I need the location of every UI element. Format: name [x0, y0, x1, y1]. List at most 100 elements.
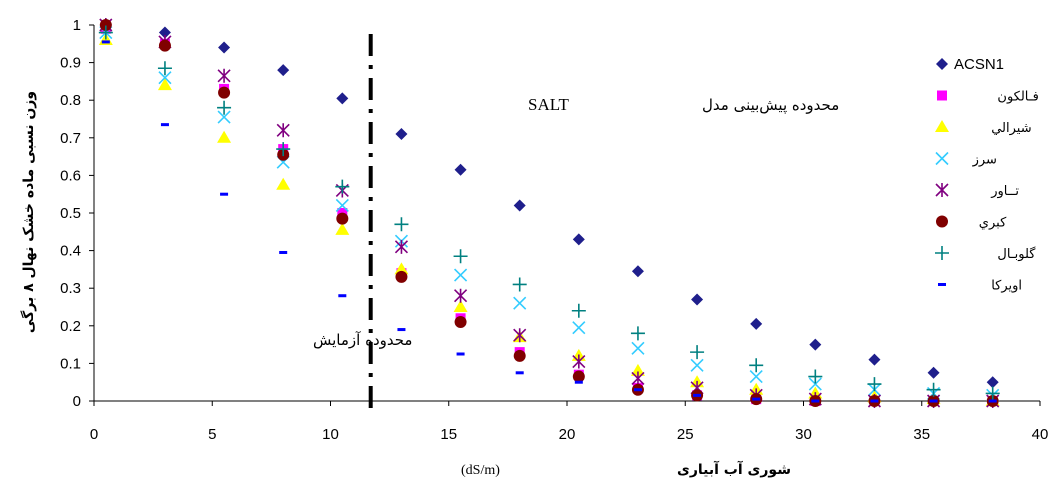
data-point-s0-1: [158, 26, 171, 39]
legend-marker-2: [935, 120, 949, 132]
data-point-s0-7: [513, 199, 526, 212]
data-point-s6-3: [276, 142, 291, 157]
data-point-s3-9: [631, 341, 645, 355]
legend-label-4: تــاور: [990, 184, 1019, 199]
y-tick-label: 0.1: [60, 355, 81, 372]
data-point-s0-10: [691, 293, 704, 306]
x-tick-label: 5: [208, 426, 216, 443]
data-point-s3-1: [158, 71, 172, 85]
data-point-s0-3: [277, 64, 290, 77]
legend-marker-4: [935, 183, 949, 197]
legend-item-6: گلوبـال: [935, 246, 1036, 262]
y-tick-label: 0.3: [60, 280, 81, 297]
x-tick-label: 15: [440, 426, 457, 443]
data-point-s4-2: [217, 68, 231, 83]
data-point-s7-7: [515, 371, 524, 375]
y-axis-label: وزن نسبی ماده خشک نهال ۸ برگی: [20, 91, 37, 333]
x-tick-label: 25: [677, 426, 694, 443]
data-point-s7-4: [338, 294, 347, 298]
legend-marker-3: [935, 151, 949, 166]
data-point-s4-3: [276, 123, 290, 138]
data-point-s6-14: [926, 382, 941, 397]
legend-label-1: فـالكون: [997, 90, 1038, 105]
data-point-s2-4: [335, 222, 350, 235]
data-point-s4-6: [454, 288, 468, 303]
x-tick-label: 0: [90, 426, 98, 443]
data-point-s7-8: [574, 380, 583, 384]
data-point-s7-14: [929, 399, 938, 403]
data-point-s3-7: [513, 296, 527, 310]
x-tick-label: 35: [913, 426, 930, 443]
data-point-s7-1: [160, 123, 169, 127]
data-point-s4-5: [394, 239, 409, 254]
y-tick-label: 0: [73, 393, 81, 410]
legend: ACSN1 فـالكون شيرالي سرز تــاور كبري گلوبـال او…: [935, 56, 1039, 294]
data-point-s5-4: [336, 212, 349, 225]
data-point-s5-1: [158, 39, 171, 52]
chart-axes: [89, 24, 1041, 406]
data-points: [98, 18, 1000, 408]
data-point-s0-9: [631, 265, 644, 278]
data-point-s0-5: [395, 128, 408, 141]
data-point-s0-11: [750, 317, 763, 330]
data-point-s2-1: [157, 78, 172, 91]
y-tick-label: 0.2: [60, 318, 81, 335]
data-point-s7-15: [988, 399, 997, 403]
model-range-annotation: محدوده پیش‌بینی مدل: [702, 96, 839, 115]
data-point-s3-10: [690, 358, 704, 372]
series-1: [100, 23, 998, 406]
data-point-s3-6: [454, 268, 468, 282]
data-point-s3-8: [572, 321, 586, 335]
data-point-s6-5: [394, 217, 409, 232]
legend-item-3: سرز: [935, 151, 997, 168]
y-tick-label: 0.4: [60, 243, 81, 260]
series-6: [98, 25, 1000, 401]
data-point-s6-1: [157, 61, 172, 76]
series-0: [99, 19, 999, 389]
data-point-s2-6: [453, 300, 468, 312]
data-point-s0-4: [336, 92, 349, 105]
data-point-s2-9: [630, 363, 645, 376]
data-point-s7-2: [220, 192, 229, 196]
x-tick-label: 10: [322, 426, 339, 443]
data-point-s5-0: [99, 19, 112, 31]
data-point-s5-5: [395, 270, 408, 283]
data-point-s0-15: [986, 376, 999, 389]
data-point-s6-0: [98, 25, 113, 40]
data-point-s7-13: [870, 399, 879, 403]
y-tick-label: 0.7: [60, 130, 81, 147]
data-point-s3-4: [335, 198, 349, 213]
data-point-s3-12: [808, 377, 822, 391]
data-point-s2-3: [276, 177, 291, 190]
data-point-s7-11: [752, 397, 761, 401]
y-tick-label: 0.5: [60, 205, 81, 222]
y-tick-label: 0.9: [60, 55, 81, 72]
data-point-s4-7: [513, 328, 527, 343]
data-point-s3-2: [217, 110, 231, 124]
series-7: [101, 40, 997, 403]
data-point-s0-12: [809, 338, 822, 351]
data-point-s0-14: [927, 366, 940, 379]
legend-item-5: كبري: [936, 215, 1007, 231]
legend-label-2: شيرالي: [991, 121, 1031, 136]
x-axis-unit: (dS/m): [461, 463, 500, 478]
data-point-s6-9: [630, 326, 645, 341]
legend-label-6: گلوبـال: [997, 246, 1036, 262]
legend-marker-0: [936, 58, 948, 70]
experiment-range-annotation: محدوده آزمایش: [313, 331, 412, 349]
data-point-s6-12: [808, 369, 823, 384]
data-point-s5-8: [572, 370, 585, 383]
x-tick-label: 20: [559, 426, 576, 443]
data-point-s0-13: [868, 353, 881, 366]
data-point-s7-9: [633, 388, 642, 392]
data-point-s2-5: [394, 262, 409, 275]
data-point-s0-2: [218, 41, 231, 54]
data-point-s7-3: [279, 250, 288, 254]
data-point-s6-6: [453, 249, 468, 264]
legend-label-7: اويركا: [991, 279, 1022, 294]
data-point-s0-6: [454, 163, 467, 176]
data-point-s6-4: [335, 179, 350, 194]
data-point-s2-2: [217, 130, 232, 143]
data-point-s0-8: [572, 233, 585, 246]
